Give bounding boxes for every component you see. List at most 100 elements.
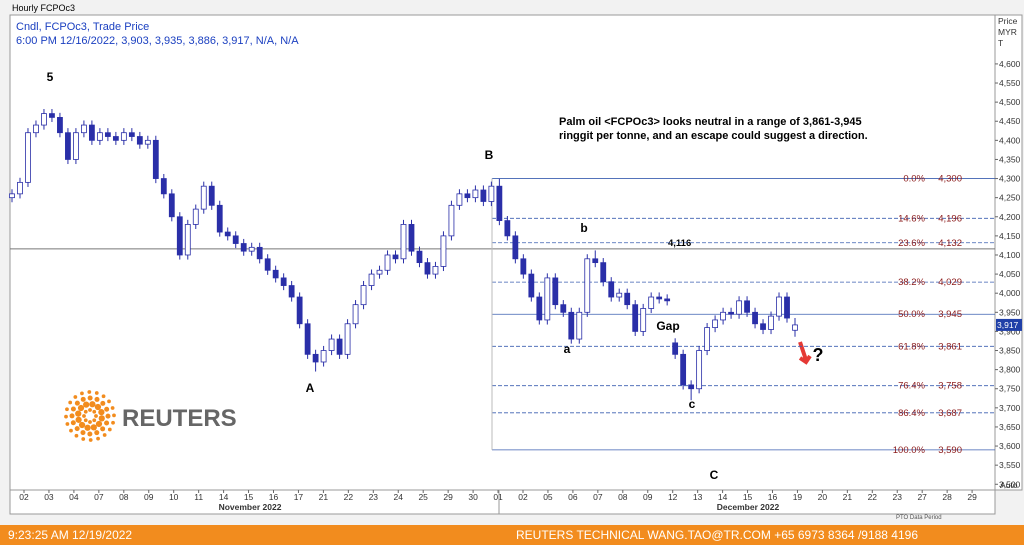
candle-body	[344, 323, 351, 355]
logo-dot	[87, 395, 93, 401]
axis-label: MYR	[998, 27, 1017, 37]
y-tick-label: 3,950	[999, 307, 1021, 317]
candle-body	[552, 277, 559, 306]
logo-dot	[70, 406, 76, 412]
candle-body	[368, 273, 375, 286]
x-tick-label: 28	[942, 492, 952, 502]
candle-body	[792, 324, 798, 331]
candle-body	[112, 136, 119, 141]
logo-dot	[88, 420, 92, 424]
candle-body	[464, 193, 471, 199]
logo-dot	[69, 413, 75, 419]
logo-dot	[74, 426, 80, 432]
candle-body	[65, 132, 71, 160]
candle-body	[712, 319, 719, 328]
fib-pct: 61.8%	[898, 341, 925, 352]
logo-dot	[101, 394, 106, 399]
logo-dot	[96, 436, 100, 441]
logo-dot	[80, 430, 86, 436]
candle-body	[656, 296, 663, 300]
fib-pct: 86.4%	[898, 408, 925, 419]
candle-body	[280, 277, 287, 286]
candle-body	[120, 132, 127, 141]
logo-dot	[65, 422, 70, 426]
candle-body	[696, 350, 703, 390]
candle-body	[49, 113, 55, 118]
reference-label: 4,116	[668, 238, 691, 249]
auto-label: Auto	[1000, 480, 1018, 490]
candle-body	[448, 204, 455, 237]
logo-text: REUTERS	[122, 405, 237, 432]
logo-dot	[80, 396, 86, 402]
y-tick-label: 4,500	[999, 97, 1021, 107]
logo-dot	[104, 420, 110, 426]
candle-body	[376, 269, 383, 275]
x-tick-label: 23	[369, 492, 379, 502]
candle-body	[776, 296, 782, 317]
x-tick-label: 08	[119, 492, 129, 502]
candle-body	[584, 258, 591, 313]
candle-body	[336, 338, 343, 355]
logo-dot	[92, 418, 97, 423]
candle-body	[256, 246, 263, 260]
annotation: c	[689, 397, 696, 411]
x-tick-label: 14	[718, 492, 728, 502]
arrow	[798, 341, 812, 365]
candle-body	[688, 384, 695, 390]
candle-body	[624, 292, 631, 306]
candle-body	[536, 296, 543, 321]
logo-dot	[74, 433, 79, 438]
logo-dot	[70, 420, 76, 426]
candle-body	[576, 311, 583, 340]
annotation: Gap	[656, 319, 679, 333]
candle-body	[568, 311, 575, 340]
candle-body	[192, 208, 199, 225]
logo-dot	[112, 413, 116, 418]
candle-body	[432, 266, 439, 275]
x-tick-label: 23	[893, 492, 903, 502]
y-tick-label: 4,450	[999, 116, 1021, 126]
candle-body	[720, 311, 726, 321]
candle-body	[272, 269, 279, 279]
fib-pct: 100.0%	[893, 445, 926, 456]
candle-body	[632, 304, 639, 332]
candle-body	[25, 132, 31, 183]
logo-dot	[78, 421, 86, 429]
candle-body	[88, 124, 95, 141]
candle-body	[440, 235, 447, 267]
candle-body	[472, 189, 479, 199]
fib-pct: 14.6%	[898, 213, 925, 224]
candle-body	[392, 254, 399, 260]
y-tick-label: 3,650	[999, 422, 1021, 432]
last-price-label: 3,917	[997, 320, 1019, 330]
logo-dot	[89, 401, 96, 408]
footer	[0, 525, 1024, 545]
x-tick-label: 06	[568, 492, 578, 502]
candle-body	[296, 296, 303, 325]
annotation: b	[580, 221, 587, 235]
candle-body	[96, 132, 103, 141]
candle-body	[352, 304, 359, 325]
annotation: B	[485, 148, 494, 162]
logo-dot	[65, 407, 69, 412]
fib-value: 3,687	[938, 408, 962, 419]
logo-dot	[81, 437, 86, 441]
candle-body	[400, 224, 407, 260]
y-tick-label: 3,700	[999, 403, 1021, 413]
candle-body	[664, 298, 671, 302]
logo-dot	[110, 406, 115, 410]
logo-dot	[111, 420, 115, 425]
x-tick-label: 15	[743, 492, 753, 502]
candle-body	[152, 139, 159, 179]
x-tick-label: 04	[69, 492, 79, 502]
y-tick-label: 4,150	[999, 231, 1021, 241]
candle-body	[81, 124, 87, 134]
logo-box	[58, 381, 234, 450]
logo-dot	[100, 426, 106, 432]
footer-left: 9:23:25 AM 12/19/2022	[8, 528, 132, 542]
candle-body	[200, 185, 207, 210]
x-tick-label: 25	[418, 492, 428, 502]
x-tick-label: 17	[294, 492, 304, 502]
